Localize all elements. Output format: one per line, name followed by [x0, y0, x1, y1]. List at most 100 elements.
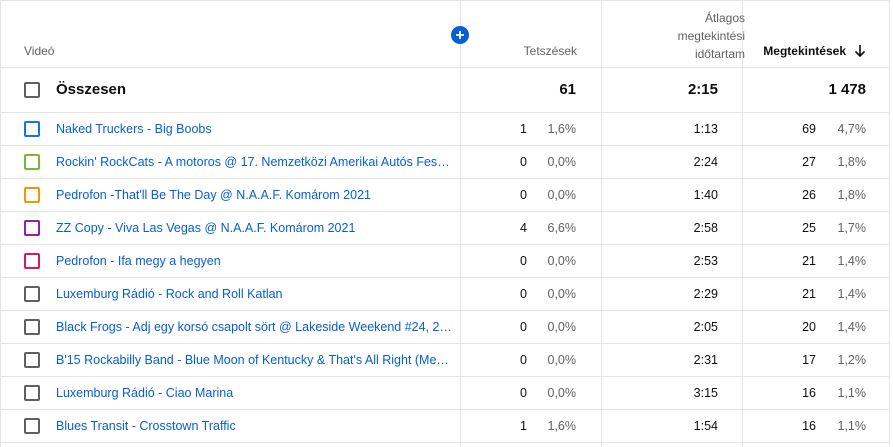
row-divider	[0, 442, 890, 443]
row-checkbox[interactable]	[24, 253, 40, 269]
video-title-link[interactable]: Pedrofon - Ifa megy a hegyen	[56, 254, 221, 268]
row-checkbox[interactable]	[24, 418, 40, 434]
table-row[interactable]: Pedrofon - Ifa megy a hegyen 0 0,0% 2:53 21 1…	[0, 245, 890, 278]
views-percent: 4,7%	[837, 122, 867, 136]
likes-count: 0	[520, 287, 527, 301]
likes-percent: 1,6%	[547, 122, 577, 136]
row-checkbox[interactable]	[24, 220, 40, 236]
header-line: időtartam	[694, 47, 745, 61]
arrow-down-icon	[854, 45, 866, 58]
row-checkbox[interactable]	[24, 319, 40, 335]
totals-likes: 61	[559, 81, 576, 98]
column-header-views[interactable]: Megtekintések	[763, 44, 866, 58]
row-divider	[0, 376, 890, 377]
likes-percent: 1,6%	[547, 419, 577, 433]
avg-duration: 2:29	[693, 287, 718, 301]
video-title-link[interactable]: Luxemburg Rádió - Ciao Marina	[56, 386, 234, 400]
row-divider	[0, 277, 890, 278]
avg-duration: 1:40	[693, 188, 718, 202]
video-title-link[interactable]: ZZ Copy - Viva Las Vegas @ N.A.A.F. Komá…	[56, 221, 356, 235]
avg-duration: 2:05	[693, 320, 718, 334]
likes-percent: 0,0%	[547, 155, 577, 169]
row-checkbox[interactable]	[24, 385, 40, 401]
table-row[interactable]: Black Frogs - Adj egy korsó csapolt sört…	[0, 311, 890, 344]
views-count: 21	[802, 254, 816, 268]
avg-duration: 1:13	[693, 122, 718, 136]
column-divider	[601, 0, 602, 447]
row-divider	[0, 310, 890, 311]
likes-percent: 0,0%	[547, 287, 577, 301]
likes-percent: 6,6%	[547, 221, 577, 235]
column-header-views-label: Megtekintések	[763, 44, 846, 58]
column-header-avg-view-duration[interactable]: Átlagos megtekintési időtartam	[605, 9, 745, 63]
totals-row: Összesen 61 2:15 1 478	[0, 68, 890, 112]
row-divider	[0, 244, 890, 245]
add-column-button[interactable]	[451, 26, 469, 44]
row-checkbox[interactable]	[24, 286, 40, 302]
views-percent: 1,7%	[837, 221, 867, 235]
likes-percent: 0,0%	[547, 320, 577, 334]
totals-avg-duration: 2:15	[687, 81, 718, 98]
video-title-link[interactable]: Luxemburg Rádió - Rock and Roll Katlan	[56, 287, 283, 301]
views-count: 20	[802, 320, 816, 334]
views-percent: 1,8%	[837, 155, 867, 169]
totals-views: 1 478	[828, 81, 866, 98]
table-row[interactable]: Luxemburg Rádió - Ciao Marina 0 0,0% 3:15 16…	[0, 377, 890, 410]
views-percent: 1,1%	[837, 419, 867, 433]
plus-icon	[456, 31, 464, 39]
video-title-link[interactable]: Black Frogs - Adj egy korsó csapolt sört…	[56, 320, 454, 334]
video-title-link[interactable]: Rockin' RockCats - A motoros @ 17. Nemze…	[56, 155, 454, 169]
views-count: 16	[802, 419, 816, 433]
likes-count: 0	[520, 188, 527, 202]
likes-count: 4	[520, 221, 527, 235]
views-count: 25	[802, 221, 816, 235]
avg-duration: 2:58	[693, 221, 718, 235]
likes-count: 1	[520, 122, 527, 136]
likes-count: 0	[520, 353, 527, 367]
views-count: 26	[802, 188, 816, 202]
views-percent: 1,1%	[837, 386, 867, 400]
views-count: 16	[802, 386, 816, 400]
likes-count: 0	[520, 386, 527, 400]
views-count: 17	[802, 353, 816, 367]
avg-duration: 2:31	[693, 353, 718, 367]
views-percent: 1,4%	[837, 254, 867, 268]
row-divider	[0, 112, 890, 113]
totals-label: Összesen	[56, 81, 127, 98]
likes-count: 1	[520, 419, 527, 433]
views-count: 69	[802, 122, 816, 136]
table-row[interactable]: Rockin' RockCats - A motoros @ 17. Nemze…	[0, 146, 890, 179]
views-percent: 1,4%	[837, 287, 867, 301]
select-all-checkbox[interactable]	[24, 82, 40, 98]
video-title-link[interactable]: B'15 Rockabilly Band - Blue Moon of Kent…	[56, 353, 454, 367]
video-title-link[interactable]: Pedrofon -That'll Be The Day @ N.A.A.F. …	[56, 188, 371, 202]
row-checkbox[interactable]	[24, 154, 40, 170]
likes-count: 0	[520, 320, 527, 334]
column-header-video[interactable]: Videó	[24, 44, 55, 58]
likes-count: 0	[520, 254, 527, 268]
avg-duration: 1:54	[693, 419, 718, 433]
table-row[interactable]: Naked Truckers - Big Boobs 1 1,6% 1:13 69 4,7…	[0, 113, 890, 146]
table-row[interactable]: B'15 Rockabilly Band - Blue Moon of Kent…	[0, 344, 890, 377]
row-checkbox[interactable]	[24, 187, 40, 203]
header-divider	[0, 67, 890, 68]
views-count: 21	[802, 287, 816, 301]
avg-duration: 2:24	[693, 155, 718, 169]
column-header-likes[interactable]: Tetszések	[523, 44, 577, 58]
row-checkbox[interactable]	[24, 352, 40, 368]
header-line: megtekintési	[677, 29, 745, 43]
video-title-link[interactable]: Naked Truckers - Big Boobs	[56, 122, 212, 136]
row-divider	[0, 343, 890, 344]
row-checkbox[interactable]	[24, 121, 40, 137]
views-percent: 1,4%	[837, 320, 867, 334]
row-divider	[0, 211, 890, 212]
table-row[interactable]: Pedrofon -That'll Be The Day @ N.A.A.F. …	[0, 179, 890, 212]
table-row[interactable]: Blues Transit - Crosstown Traffic 1 1,6% 1:…	[0, 410, 890, 443]
views-percent: 1,8%	[837, 188, 867, 202]
table-row[interactable]: Luxemburg Rádió - Rock and Roll Katlan 0 0…	[0, 278, 890, 311]
table-row[interactable]: ZZ Copy - Viva Las Vegas @ N.A.A.F. Komá…	[0, 212, 890, 245]
likes-percent: 0,0%	[547, 254, 577, 268]
video-title-link[interactable]: Blues Transit - Crosstown Traffic	[56, 419, 236, 433]
avg-duration: 3:15	[693, 386, 718, 400]
